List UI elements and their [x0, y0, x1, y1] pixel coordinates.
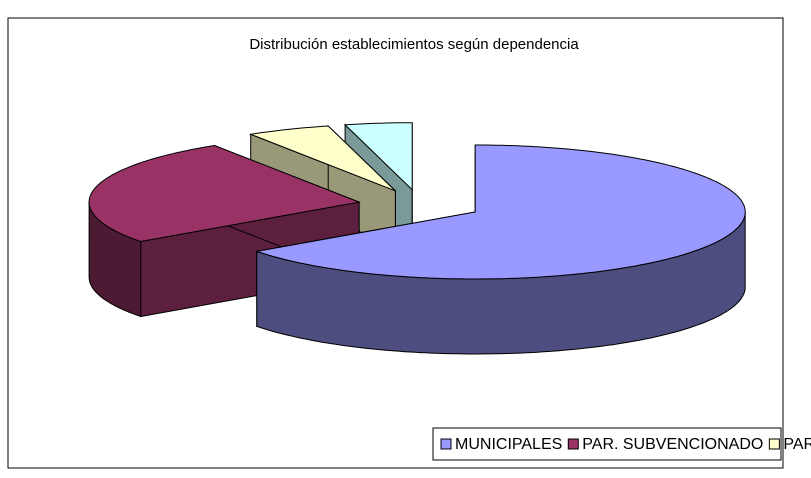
legend: MUNICIPALES PAR. SUBVENCIONADO PAR. PAGADO… [440, 436, 811, 453]
legend-label: MUNICIPALES [455, 436, 562, 453]
slice [343, 122, 413, 191]
legend-label: PAR. SUBVENCIONADO [582, 436, 763, 453]
legend-label: PAR. PAGADO [783, 436, 811, 453]
legend-box [432, 427, 782, 461]
legend-swatch [768, 438, 780, 450]
legend-swatch [440, 438, 452, 450]
slice [88, 144, 361, 243]
chart-title: Distribución establecimientos según depe… [249, 36, 579, 53]
pie [88, 122, 746, 355]
legend-swatch [567, 438, 579, 450]
slice [248, 125, 396, 192]
slice [256, 144, 746, 280]
